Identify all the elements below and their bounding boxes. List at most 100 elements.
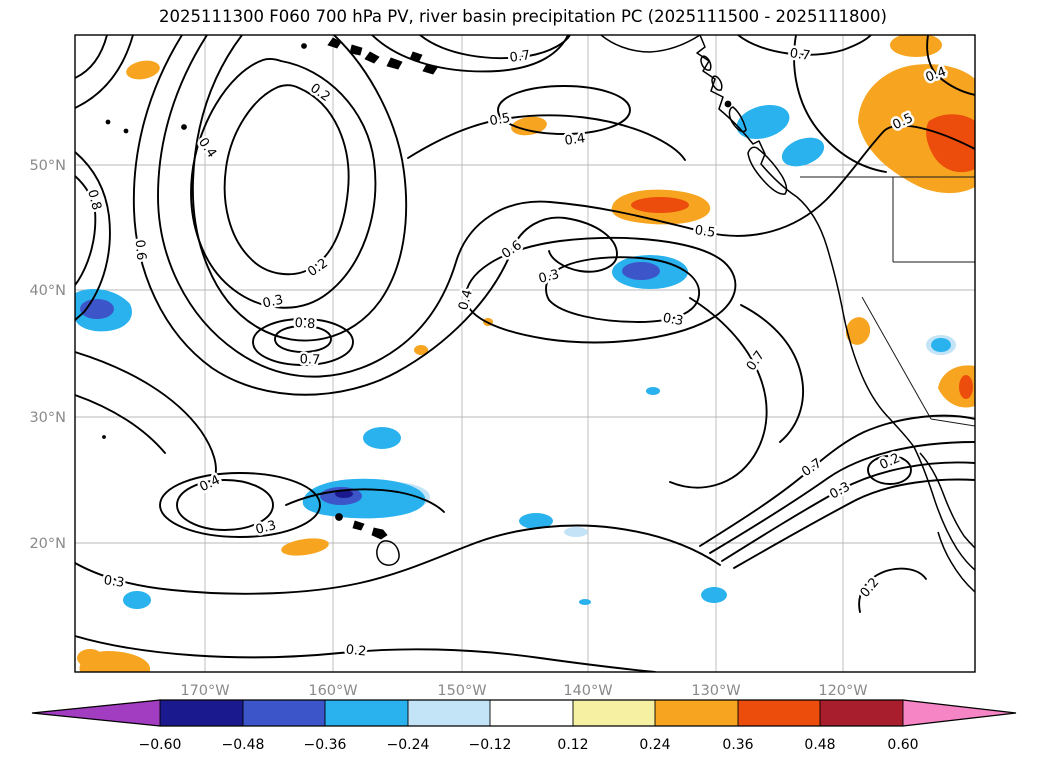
colorbar-arrow-left: [32, 700, 160, 726]
colorbar-tick-label: 0.36: [722, 737, 753, 753]
state-border: [861, 296, 932, 420]
contour-line-0.5: [157, 35, 975, 378]
x-tick-label: 160°W: [308, 683, 357, 699]
contour-line-0.2: [223, 84, 350, 276]
contour-line-0.8: [274, 325, 332, 353]
colorbar-tick-label: −0.12: [469, 737, 512, 753]
contour-line-0.5: [407, 114, 686, 161]
x-tick-label: 120°W: [818, 683, 867, 699]
colorbar-edges: [159, 700, 904, 726]
contour-label: 0.5: [489, 111, 512, 129]
shaded-region-negative: [931, 338, 951, 352]
contour-label: 0.7: [789, 46, 812, 64]
contour-line-0.7: [252, 318, 354, 366]
shaded-region-negative: [736, 105, 790, 139]
alaska-island: [364, 51, 380, 64]
shaded-region-negative: [519, 513, 553, 529]
contour-line-0.3: [545, 256, 700, 323]
contour-label: 0.6: [132, 239, 149, 261]
contour-line: [75, 35, 108, 79]
contour-line: [285, 488, 445, 513]
contour-label: 0.3: [662, 311, 685, 329]
contour-line-0.7: [75, 151, 111, 321]
contour-line-0.4: [176, 479, 274, 531]
plot-frame: [74, 34, 976, 673]
contour-label: 0.8: [84, 188, 104, 212]
alaska-coast: [600, 35, 701, 53]
contour-label: 0.2: [858, 575, 883, 600]
colorbar-tick-label: −0.48: [222, 737, 265, 753]
contour-line-0.4: [497, 85, 631, 135]
shaded-region-positive: [77, 649, 103, 667]
colorbar-arrow-right: [903, 700, 1016, 726]
alaska-island: [349, 44, 363, 56]
contour-label: 0.2: [305, 256, 331, 280]
shaded-region-negative: [701, 587, 727, 603]
haida-gwaii: [728, 106, 747, 133]
colorbar-segment: [738, 700, 820, 726]
colorbar-segment: [820, 700, 903, 726]
contour-line-0.2: [867, 455, 912, 485]
colorbar-segment: [573, 700, 655, 726]
contour-label: 0.6: [499, 238, 525, 262]
contour-label: 0.7: [509, 48, 532, 66]
y-tick-label: 50°N: [29, 158, 66, 174]
colorbar-tick-label: −0.36: [304, 737, 347, 753]
contour-label: 0.3: [827, 480, 852, 503]
contour-lines: [75, 35, 975, 672]
island-dot: [301, 43, 307, 49]
vancouver-island: [747, 146, 788, 195]
contour-line-0.3: [159, 472, 321, 538]
se-alaska-island: [700, 55, 712, 71]
hawaii-big-island: [376, 540, 400, 566]
contour-line-0.4: [191, 35, 408, 342]
contour-label: 0.4: [456, 288, 476, 312]
colorbar-tick-label: 0.12: [557, 737, 588, 753]
mexico-coast: [937, 531, 975, 593]
coastlines: [102, 35, 975, 593]
shaded-region-positive: [511, 116, 547, 136]
colorbar-outline: [31, 699, 1017, 727]
contour-line-0.3: [190, 57, 377, 309]
shaded-region-negative-core: [80, 299, 114, 319]
contour-line: [926, 35, 975, 96]
aleutian-island-dot: [181, 124, 187, 130]
contour-line: [419, 35, 571, 59]
shaded-region-negative: [363, 427, 401, 449]
colorbar-segment: [243, 700, 325, 726]
aleutian-island-dot: [105, 119, 111, 125]
se-alaska-island: [711, 75, 723, 91]
x-tick-label: 140°W: [563, 683, 612, 699]
colorbar-segment: [655, 700, 738, 726]
gridlines: [75, 35, 975, 672]
contour-line: [75, 351, 217, 478]
x-axis-labels: 170°W 160°W 150°W 140°W 130°W 120°W: [180, 683, 867, 699]
colorbar-segment: [490, 700, 573, 726]
gulf-of-california: [919, 452, 975, 549]
colorbar-tick-labels: −0.60 −0.48 −0.36 −0.24 −0.12 0.12 0.24 …: [139, 737, 919, 753]
contour-line: [740, 304, 804, 443]
contour-line-0.2: [75, 635, 656, 672]
shaded-region-negative-core: [622, 262, 660, 280]
colorbar-tick-label: −0.24: [387, 737, 430, 753]
contour-label: 0.3: [261, 293, 284, 312]
shaded-region-negative: [123, 591, 151, 609]
contour-line-0.7: [669, 297, 768, 489]
colorbar-tick-label: 0.60: [887, 737, 918, 753]
contour-line: [733, 478, 975, 569]
contour-label: 0.4: [195, 135, 219, 161]
contour-line-0.6: [132, 35, 618, 396]
shaded-region-positive: [281, 538, 329, 556]
shaded-regions: [75, 35, 975, 672]
shaded-region-negative: [781, 137, 825, 167]
y-axis-labels: 50°N 40°N 30°N 20°N: [29, 158, 66, 552]
y-tick-label: 30°N: [29, 410, 66, 426]
alaska-island: [386, 57, 403, 70]
y-tick-label: 20°N: [29, 536, 66, 552]
hawaii-maui: [371, 527, 388, 540]
contour-line: [75, 35, 134, 109]
shaded-region-negative: [579, 599, 591, 605]
state-border: [930, 418, 975, 427]
contour-line-0.2: [858, 567, 927, 613]
